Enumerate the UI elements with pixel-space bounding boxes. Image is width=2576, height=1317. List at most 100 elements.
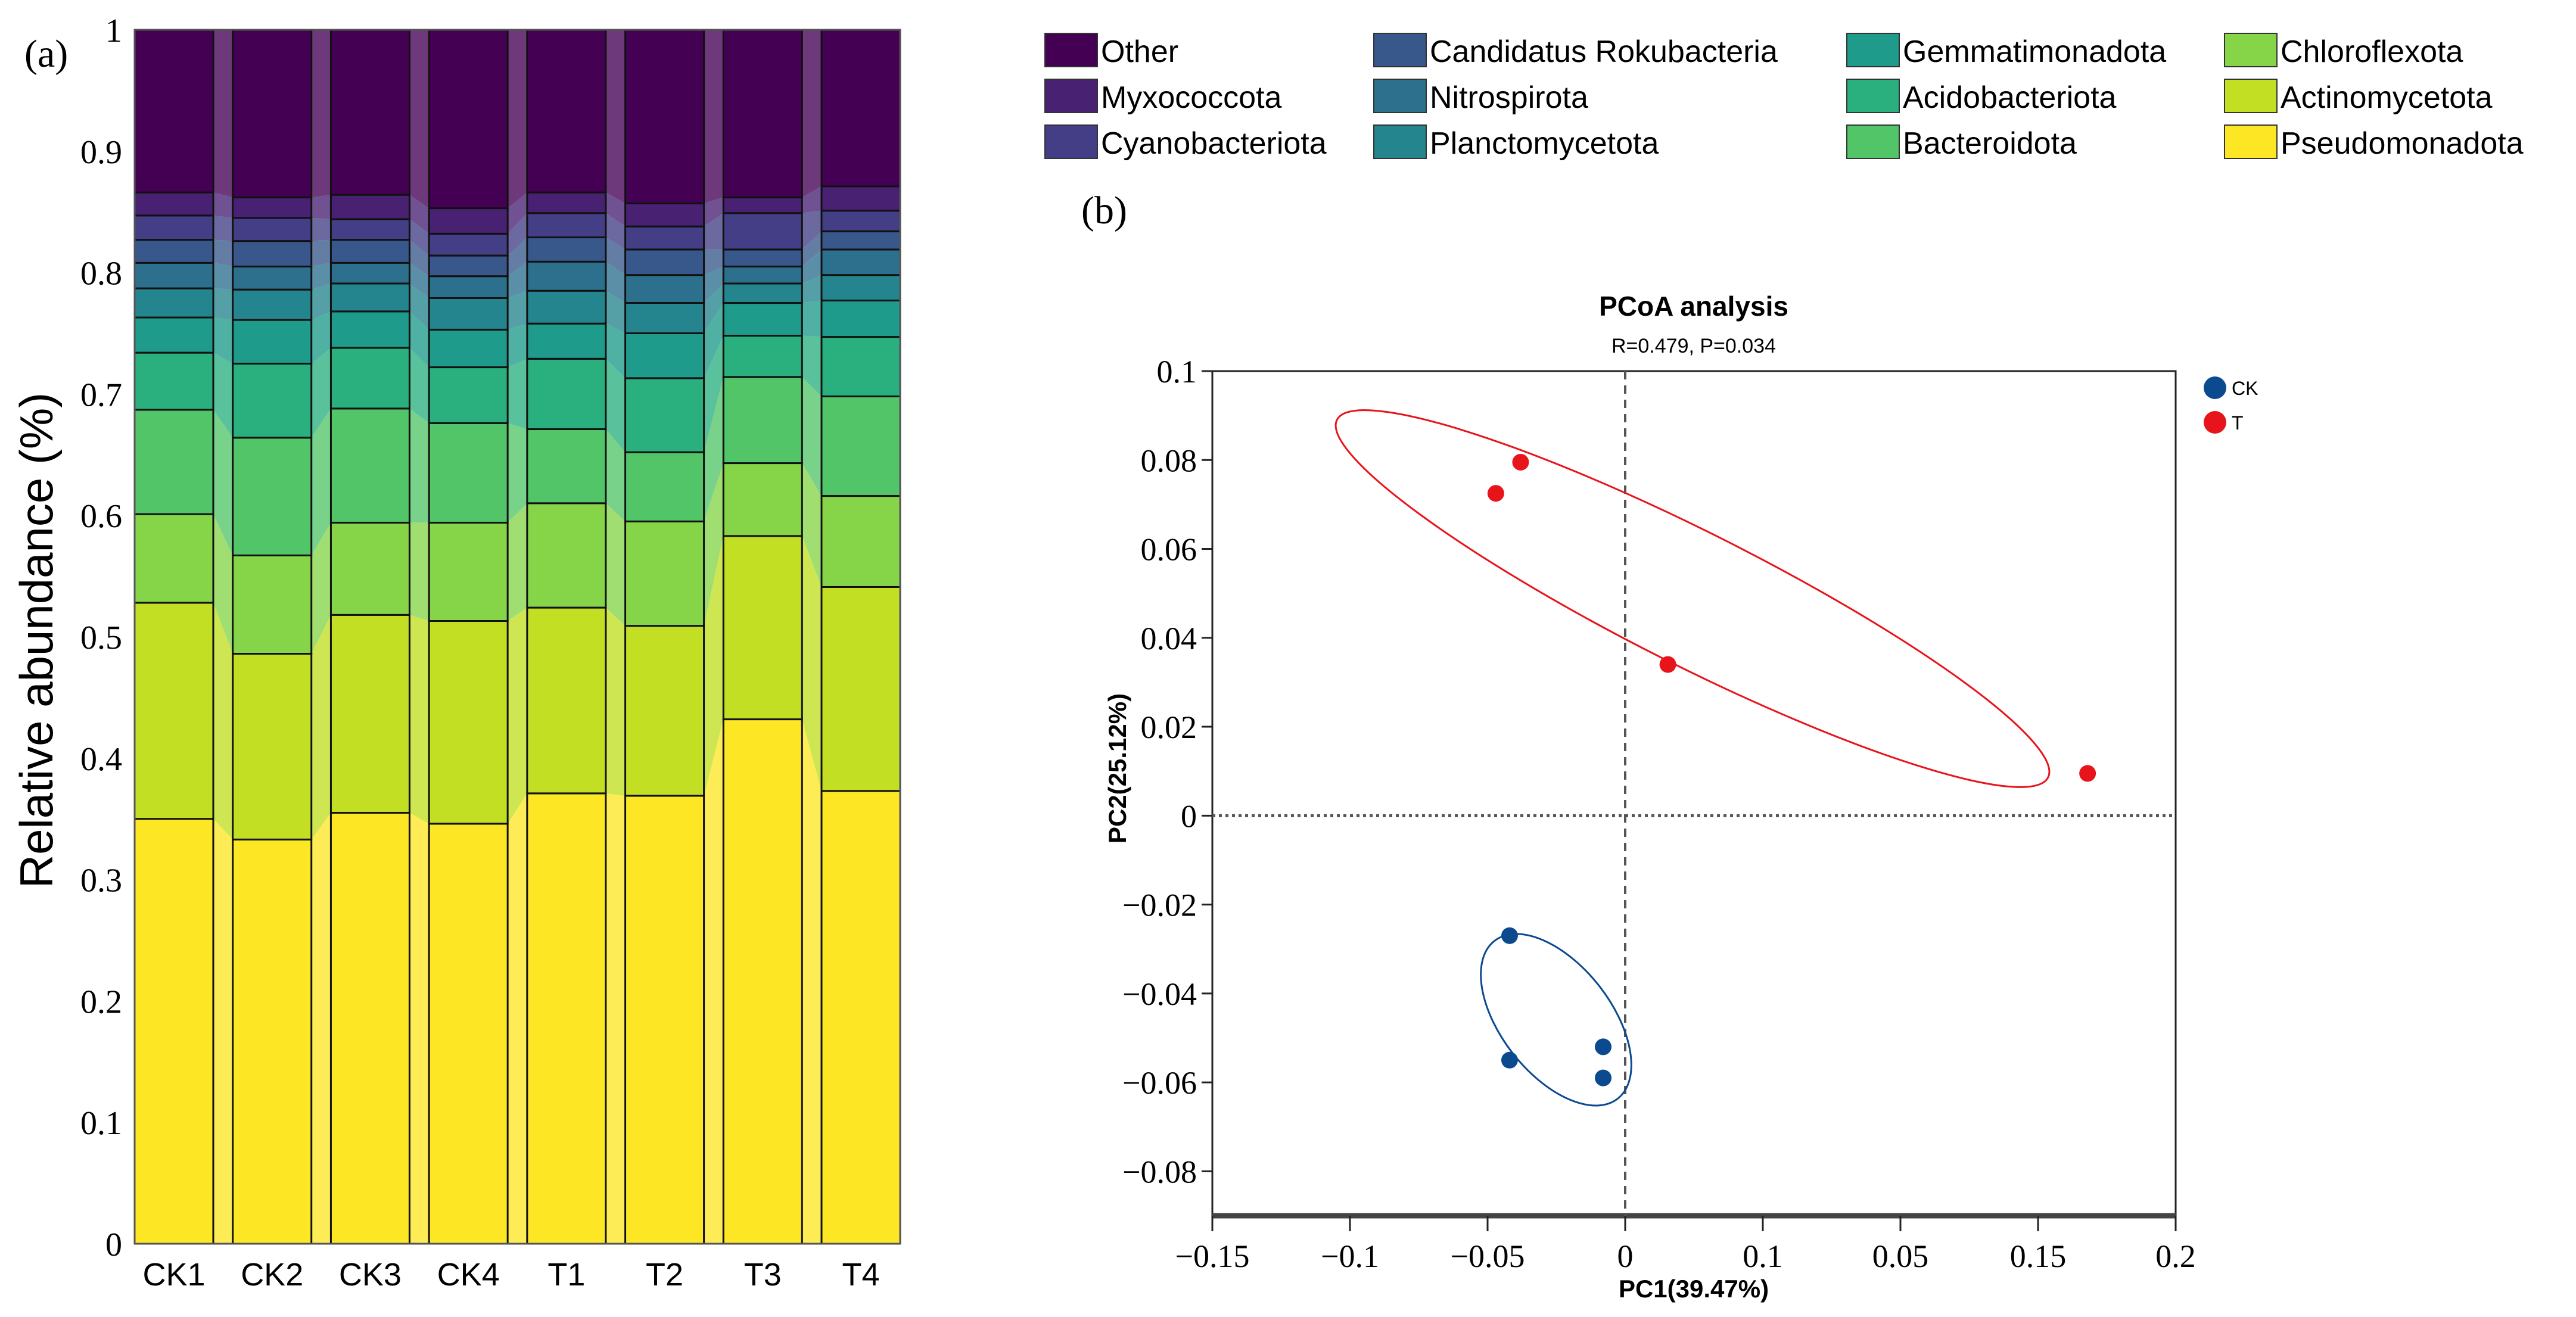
bar-segment-candidatus-rokubacteria xyxy=(133,239,214,264)
band-bacteroidota xyxy=(605,429,626,522)
y-tick-label: −0.02 xyxy=(1122,888,1197,923)
bar-segment-pseudomonadota xyxy=(624,795,705,1245)
band-pseudomonadota xyxy=(802,719,822,1244)
bar-segment-acidobacteriota xyxy=(428,366,509,424)
band-planctomycetota xyxy=(508,291,527,330)
bar-segment-planctomycetota xyxy=(232,288,313,321)
bar-segment-bacteroidota xyxy=(232,437,313,556)
band-bacteroidota xyxy=(508,423,527,523)
y-tick-label: 0.8 xyxy=(80,256,122,292)
ellipse-t xyxy=(1334,409,2051,788)
y-tick-label: 0.06 xyxy=(1141,532,1197,568)
band-candidatus-rokubacteria xyxy=(802,231,822,267)
bar-segment-bacteroidota xyxy=(722,376,803,465)
legend-item-bacteroidota: Bacteroidota xyxy=(1846,124,2077,161)
bar-segment-cyanobacteriota xyxy=(820,210,901,232)
bar-segment-acidobacteriota xyxy=(526,357,607,431)
bar-segment-gemmatimonadota xyxy=(722,302,803,337)
legend-label: Nitrospirota xyxy=(1430,80,1588,115)
bar-segment-chloroflexota xyxy=(428,521,509,622)
band-gemmatimonadota xyxy=(409,311,430,368)
band-other xyxy=(605,30,626,204)
legend-swatch xyxy=(2224,79,2278,113)
bar-segment-nitrospirota xyxy=(820,248,901,276)
y-tick-label: 0.1 xyxy=(80,1105,122,1142)
bar-segment-other xyxy=(820,29,901,188)
legend-swatch xyxy=(1373,124,1427,159)
bar-ck1 xyxy=(133,29,214,1245)
point-ck xyxy=(1501,1051,1518,1069)
bar-segment-candidatus-rokubacteria xyxy=(428,254,509,278)
band-chloroflexota xyxy=(704,463,724,626)
band-nitrospirota xyxy=(704,266,724,303)
band-other xyxy=(311,30,331,198)
band-pseudomonadota xyxy=(508,793,527,1244)
band-nitrospirota xyxy=(213,263,233,290)
y-tick-label: 0.6 xyxy=(80,498,122,535)
y-tick-label: −0.04 xyxy=(1122,976,1197,1012)
bar-segment-nitrospirota xyxy=(428,275,509,299)
band-candidatus-rokubacteria xyxy=(605,237,626,275)
band-bacteroidota xyxy=(409,408,430,523)
x-tick-label: T2 xyxy=(646,1257,683,1293)
bar-segment-gemmatimonadota xyxy=(232,319,313,365)
band-chloroflexota xyxy=(802,463,822,587)
legend-label: T xyxy=(2232,412,2244,434)
band-planctomycetota xyxy=(704,283,724,334)
bar-segment-cyanobacteriota xyxy=(624,225,705,251)
bar-segment-myxococcota xyxy=(428,207,509,235)
legend-label: Candidatus Rokubacteria xyxy=(1430,35,1778,69)
bar-segment-bacteroidota xyxy=(526,428,607,505)
bar-segment-candidatus-rokubacteria xyxy=(232,240,313,267)
band-cyanobacteriota xyxy=(311,217,331,241)
bar-segment-gemmatimonadota xyxy=(526,322,607,360)
x-axis-ticks: CK1 CK2 CK3 CK4 T1 T2 T3 T4 xyxy=(142,1257,879,1293)
y-tick-label: 0.3 xyxy=(80,863,122,899)
bar-segment-chloroflexota xyxy=(820,495,901,588)
band-gemmatimonadota xyxy=(802,300,822,337)
scatter-legend: CK T xyxy=(2204,376,2258,434)
band-actinomycetota xyxy=(605,608,626,796)
band-pseudomonadota xyxy=(409,812,430,1244)
band-cyanobacteriota xyxy=(213,215,233,241)
plot-frame xyxy=(1211,370,2177,1217)
band-actinomycetota xyxy=(704,535,724,796)
y-tick-label: 0.04 xyxy=(1141,621,1197,656)
legend-marker xyxy=(2204,376,2226,399)
band-actinomycetota xyxy=(311,615,331,840)
point-t xyxy=(1659,656,1676,673)
legend-label: Gemmatimonadota xyxy=(1903,35,2166,69)
band-planctomycetota xyxy=(311,283,331,320)
bar-segment-chloroflexota xyxy=(232,554,313,655)
x-tick-label: −0.05 xyxy=(1451,1238,1525,1274)
legend-label: Planctomycetota xyxy=(1430,126,1659,161)
bar-segment-nitrospirota xyxy=(722,265,803,285)
legend-label: Other xyxy=(1101,35,1178,69)
bar-segment-myxococcota xyxy=(722,196,803,214)
legend-swatch xyxy=(2224,33,2278,67)
bar-segment-pseudomonadota xyxy=(232,838,313,1245)
bar-segment-actinomycetota xyxy=(526,606,607,795)
band-pseudomonadota xyxy=(605,793,626,1244)
band-cyanobacteriota xyxy=(508,213,527,256)
band-bacteroidota xyxy=(213,409,233,556)
x-tick-label: T3 xyxy=(744,1257,782,1293)
band-acidobacteriota xyxy=(311,347,331,438)
bar-segment-cyanobacteriota xyxy=(232,217,313,242)
band-planctomycetota xyxy=(802,275,822,303)
y-tick-label: 0.5 xyxy=(80,619,122,656)
band-planctomycetota xyxy=(409,283,430,330)
band-acidobacteriota xyxy=(508,359,527,429)
band-myxococcota xyxy=(409,195,430,234)
band-chloroflexota xyxy=(213,514,233,654)
y-axis-ticks: 0 0.1 0.2 0.3 0.4 0.5 0.6 0.7 0.8 0.9 1 xyxy=(80,13,122,1263)
bar-segment-candidatus-rokubacteria xyxy=(329,239,410,264)
y-tick-label: 0 xyxy=(1181,798,1197,834)
legend-item-gemmatimonadota: Gemmatimonadota xyxy=(1846,33,2166,69)
band-bacteroidota xyxy=(704,376,724,522)
y-tick-label: 1 xyxy=(105,13,122,49)
panel-label-b: (b) xyxy=(1081,189,1127,232)
x-tick-label: T4 xyxy=(842,1257,879,1293)
point-ck xyxy=(1595,1038,1612,1056)
legend-item-ck: CK xyxy=(2204,376,2258,399)
